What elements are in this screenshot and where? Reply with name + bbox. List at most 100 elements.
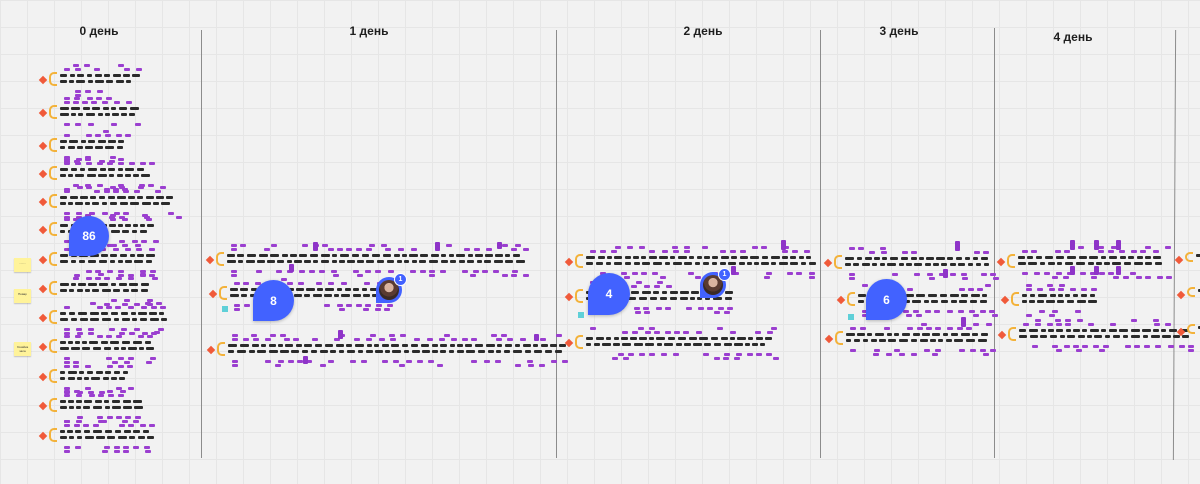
process-step bbox=[871, 339, 877, 342]
process-step bbox=[504, 350, 510, 353]
process-step bbox=[642, 291, 651, 294]
process-step bbox=[465, 344, 472, 347]
comment-bubble[interactable]: 4 bbox=[588, 273, 630, 315]
process-step bbox=[117, 146, 123, 149]
annotation-tag bbox=[1070, 288, 1076, 291]
annotation-tag bbox=[98, 273, 104, 276]
annotation-tag bbox=[142, 214, 148, 217]
process-step bbox=[78, 113, 83, 116]
annotation-tag bbox=[493, 270, 499, 273]
annotation-tag bbox=[914, 273, 920, 276]
user-avatar-pin[interactable]: 1 bbox=[700, 268, 731, 298]
annotation-tag bbox=[512, 270, 518, 273]
annotation-tag bbox=[128, 277, 134, 280]
annotation-tag bbox=[140, 270, 146, 273]
sticky-note[interactable]: Хозяйка зала bbox=[14, 342, 31, 356]
process-step bbox=[387, 260, 394, 263]
process-step bbox=[296, 344, 302, 347]
process-step bbox=[978, 339, 987, 342]
annotation-tag bbox=[1098, 250, 1104, 253]
process-step bbox=[71, 347, 80, 350]
annotation-tag bbox=[717, 327, 723, 330]
annotation-tag bbox=[328, 360, 334, 363]
process-step bbox=[119, 283, 127, 286]
process-step bbox=[156, 196, 164, 199]
process-step bbox=[122, 341, 130, 344]
process-step bbox=[1153, 329, 1159, 332]
process-step bbox=[147, 436, 154, 439]
annotation-tag bbox=[113, 190, 119, 193]
process-step bbox=[924, 300, 929, 303]
annotation-tag bbox=[406, 360, 412, 363]
process-step bbox=[541, 344, 548, 347]
process-step bbox=[153, 202, 159, 205]
annotation-tag bbox=[141, 306, 147, 309]
annotation-tag bbox=[925, 310, 931, 313]
process-step bbox=[1029, 300, 1035, 303]
annotation-tag bbox=[393, 360, 399, 363]
annotation-tag bbox=[64, 328, 70, 331]
annotation-tag bbox=[153, 240, 159, 243]
process-step bbox=[853, 263, 859, 266]
process-step bbox=[714, 343, 721, 346]
process-step bbox=[149, 312, 157, 315]
process-step bbox=[71, 318, 77, 321]
annotation-tag bbox=[627, 246, 633, 249]
process-step bbox=[1153, 256, 1161, 259]
annotation-tag bbox=[1052, 276, 1058, 279]
annotation-tag bbox=[672, 246, 678, 249]
process-step bbox=[114, 347, 119, 350]
process-step bbox=[133, 174, 139, 177]
process-step bbox=[649, 256, 657, 259]
process-step bbox=[313, 260, 318, 263]
annotation-tag bbox=[1094, 240, 1099, 250]
start-diamond-icon bbox=[38, 108, 48, 118]
process-step bbox=[752, 343, 758, 346]
process-step bbox=[684, 262, 692, 265]
process-step bbox=[304, 344, 312, 347]
annotation-tag bbox=[115, 306, 121, 309]
process-step bbox=[69, 289, 74, 292]
annotation-tag bbox=[993, 277, 999, 280]
annotation-tag bbox=[673, 353, 679, 356]
annotation-tag bbox=[534, 334, 539, 341]
process-step bbox=[325, 288, 334, 291]
process-step bbox=[946, 339, 952, 342]
annotation-tag bbox=[64, 394, 70, 397]
comment-bubble[interactable]: 8 bbox=[253, 280, 294, 321]
sticky-note[interactable]: ........ bbox=[14, 258, 31, 272]
process-step bbox=[133, 224, 138, 227]
process-step bbox=[845, 263, 851, 266]
process-step bbox=[60, 202, 66, 205]
annotation-tag bbox=[85, 158, 91, 161]
process-step bbox=[76, 400, 82, 403]
process-step bbox=[126, 80, 131, 83]
sticky-note[interactable]: Повар bbox=[14, 289, 31, 303]
process-step bbox=[867, 333, 872, 336]
comment-bubble[interactable]: 6 bbox=[866, 279, 907, 320]
process-step bbox=[911, 257, 917, 260]
process-step bbox=[879, 339, 886, 342]
process-step bbox=[69, 140, 78, 143]
annotation-tag bbox=[850, 349, 856, 352]
annotation-tag bbox=[231, 270, 237, 273]
process-step bbox=[513, 350, 522, 353]
user-avatar-pin[interactable]: 1 bbox=[376, 273, 407, 303]
annotation-tag bbox=[95, 134, 101, 137]
process-step bbox=[1040, 335, 1047, 338]
annotation-tag bbox=[977, 288, 983, 291]
annotation-tag bbox=[417, 360, 423, 363]
process-step bbox=[625, 262, 631, 265]
annotation-tag bbox=[399, 364, 405, 367]
process-step bbox=[596, 337, 604, 340]
process-step bbox=[475, 344, 483, 347]
process-step bbox=[161, 202, 170, 205]
annotation-tag bbox=[731, 266, 736, 275]
process-step bbox=[712, 262, 717, 265]
annotation-tag bbox=[747, 353, 753, 356]
process-step bbox=[712, 256, 718, 259]
process-step bbox=[1048, 329, 1054, 332]
annotation-tag bbox=[232, 338, 238, 341]
comment-bubble[interactable]: 86 bbox=[69, 216, 109, 256]
